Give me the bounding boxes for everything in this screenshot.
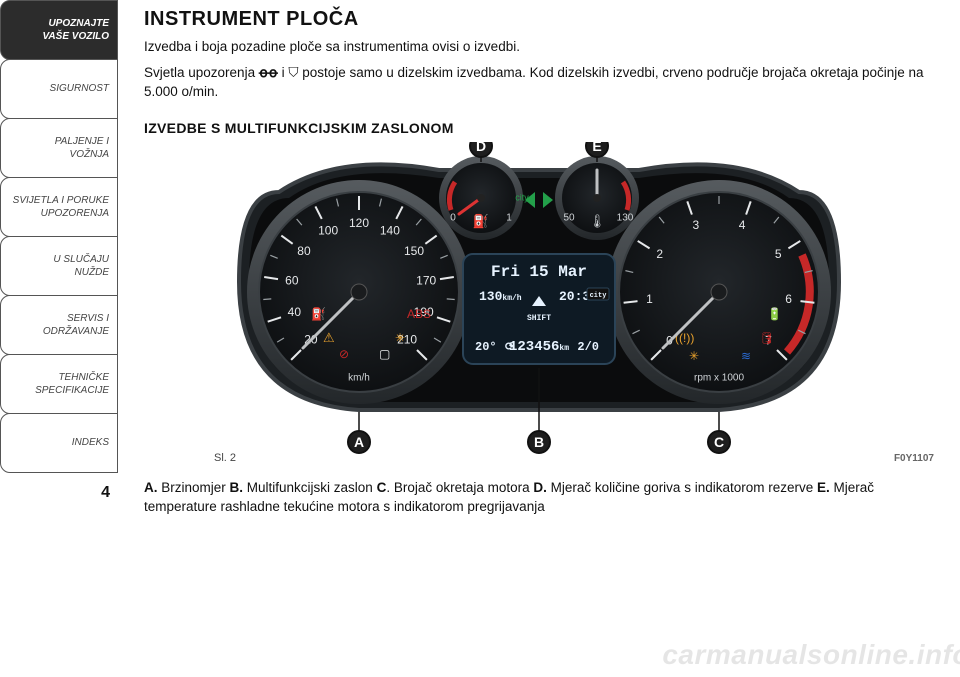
svg-text:Fri 15 Mar: Fri 15 Mar	[491, 263, 587, 281]
section-heading: IZVEDBE S MULTIFUNKCIJSKIM ZASLONOM	[144, 120, 934, 136]
sidebar-tab-starting-driving[interactable]: PALJENJE I VOŽNJA	[0, 118, 118, 178]
svg-text:50: 50	[563, 212, 575, 223]
callout-a: A	[348, 412, 370, 453]
svg-text:ABS: ABS	[407, 307, 431, 321]
svg-text:0: 0	[450, 212, 456, 223]
glow-plug-icon: ꝋꝋ	[259, 65, 278, 80]
svg-text:✳: ✳	[395, 331, 405, 345]
svg-text:▢: ▢	[379, 347, 390, 361]
text-fragment: i	[278, 65, 289, 80]
sidebar-tab-label: UPOZORENJA	[41, 207, 109, 221]
sidebar-tab-label: SIGURNOST	[50, 82, 109, 96]
sidebar-tab-label: VAŠE VOZILO	[43, 30, 110, 44]
svg-text:150: 150	[404, 244, 424, 258]
sidebar-tab-label: VOŽNJA	[70, 148, 109, 162]
intro-paragraph-1: Izvedba i boja pozadine ploče sa instrum…	[144, 37, 934, 57]
legend-key: A.	[144, 480, 158, 495]
svg-text:SHIFT: SHIFT	[527, 314, 551, 323]
legend-key: B.	[230, 480, 244, 495]
svg-text:130: 130	[617, 212, 634, 223]
svg-text:🔋: 🔋	[767, 307, 782, 321]
svg-text:🛢: 🛢	[759, 331, 774, 345]
sidebar-tab-label: SVIJETLA I PORUKE	[13, 194, 109, 208]
svg-text:⛽: ⛽	[473, 213, 489, 228]
svg-text:140: 140	[380, 223, 400, 237]
page-number: 4	[0, 472, 118, 502]
legend-key: D.	[533, 480, 547, 495]
sidebar-tab-label: SERVIS I	[67, 312, 109, 326]
sidebar-tab-label: UPOZNAJTE	[48, 17, 109, 31]
svg-text:city: city	[590, 292, 608, 300]
svg-text:≋: ≋	[741, 349, 751, 363]
sidebar-tab-label: TEHNIČKE	[58, 371, 109, 385]
legend-text: Brzinomjer	[158, 480, 230, 495]
svg-text:80: 80	[297, 244, 311, 258]
legend-text: . Brojač okretaja motora	[386, 480, 533, 495]
sidebar-tab-label: ODRŽAVANJE	[43, 325, 109, 339]
svg-text:4: 4	[739, 218, 746, 232]
svg-text:1: 1	[506, 212, 512, 223]
svg-text:E: E	[592, 142, 601, 154]
text-fragment: Svjetla upozorenja	[144, 65, 259, 80]
sidebar-tab-label: SPECIFIKACIJE	[35, 384, 109, 398]
legend-key: E.	[817, 480, 830, 495]
svg-text:✳: ✳	[689, 349, 699, 363]
svg-text:6: 6	[785, 292, 792, 306]
sidebar-tab-label: INDEKS	[72, 436, 109, 450]
svg-text:5: 5	[775, 247, 782, 261]
svg-text:B: B	[534, 434, 544, 450]
legend-key: C	[377, 480, 387, 495]
sidebar-tab-safety[interactable]: SIGURNOST	[0, 59, 118, 119]
sidebar-tab-label: U SLUČAJU	[53, 253, 109, 267]
multifunction-display: Fri 15 Mar 130km/h 20:30 city SHIFT 20° …	[463, 254, 615, 364]
svg-text:120: 120	[349, 216, 369, 230]
water-in-fuel-icon: ⛉	[288, 65, 298, 80]
sidebar-tab-warnings[interactable]: SVIJETLA I PORUKE UPOZORENJA	[0, 177, 118, 237]
svg-text:⚠: ⚠	[323, 330, 335, 345]
svg-text:1: 1	[646, 292, 653, 306]
tachometer: 01234567 ((!)) ✳ ≋ 🛢 🔋 rpm x 1000	[607, 180, 831, 404]
intro-paragraph-2: Svjetla upozorenja ꝋꝋ i ⛉ postoje samo u…	[144, 63, 934, 102]
svg-text:2/0: 2/0	[577, 340, 599, 354]
legend-text: Multifunkcijski zaslon	[243, 480, 377, 495]
watermark: carmanualsonline.info	[662, 639, 960, 671]
figure-legend: A. Brzinomjer B. Multifunkcijski zaslon …	[144, 478, 934, 517]
temperature-gauge: 50 130 🌡	[555, 156, 639, 240]
svg-text:2: 2	[656, 247, 663, 261]
svg-text:40: 40	[288, 305, 302, 319]
svg-text:⛽: ⛽	[311, 307, 326, 321]
instrument-cluster-figure: 0 1 ⛽ city 50 130 🌡	[144, 142, 934, 464]
speedometer: 20406080100120140150170190210 ⚠ ⛽ ⊘ ▢ ✳ …	[247, 180, 471, 404]
figure-code: F0Y1107	[894, 453, 934, 464]
instrument-cluster-svg: 0 1 ⛽ city 50 130 🌡	[219, 142, 859, 472]
sidebar-tab-know-your-vehicle[interactable]: UPOZNAJTE VAŠE VOZILO	[0, 0, 118, 60]
svg-text:A: A	[354, 434, 364, 450]
svg-text:D: D	[476, 142, 486, 154]
sidebar-tab-label: NUŽDE	[75, 266, 109, 280]
svg-text:170: 170	[416, 273, 436, 287]
figure-label: Sl. 2	[214, 452, 236, 464]
svg-text:60: 60	[285, 273, 299, 287]
sidebar-tab-label: PALJENJE I	[55, 135, 109, 149]
svg-text:3: 3	[693, 218, 700, 232]
svg-text:20°: 20°	[475, 340, 497, 354]
page-content: INSTRUMENT PLOČA Izvedba i boja pozadine…	[118, 0, 960, 677]
svg-text:100: 100	[318, 223, 338, 237]
svg-text:rpm x 1000: rpm x 1000	[694, 372, 744, 383]
svg-text:⊘: ⊘	[339, 347, 349, 361]
page-title: INSTRUMENT PLOČA	[144, 8, 934, 31]
sidebar-tab-index[interactable]: INDEKS	[0, 413, 118, 473]
sidebar-tab-tech-spec[interactable]: TEHNIČKE SPECIFIKACIJE	[0, 354, 118, 414]
legend-text: Mjerač količine goriva s indikatorom rez…	[547, 480, 817, 495]
svg-text:🌡: 🌡	[589, 213, 606, 228]
sidebar-nav: UPOZNAJTE VAŠE VOZILO SIGURNOST PALJENJE…	[0, 0, 118, 677]
sidebar-tab-emergency[interactable]: U SLUČAJU NUŽDE	[0, 236, 118, 296]
callout-c: C	[708, 412, 730, 453]
svg-text:km/h: km/h	[348, 372, 370, 383]
svg-text:C: C	[714, 434, 724, 450]
sidebar-tab-service[interactable]: SERVIS I ODRŽAVANJE	[0, 295, 118, 355]
